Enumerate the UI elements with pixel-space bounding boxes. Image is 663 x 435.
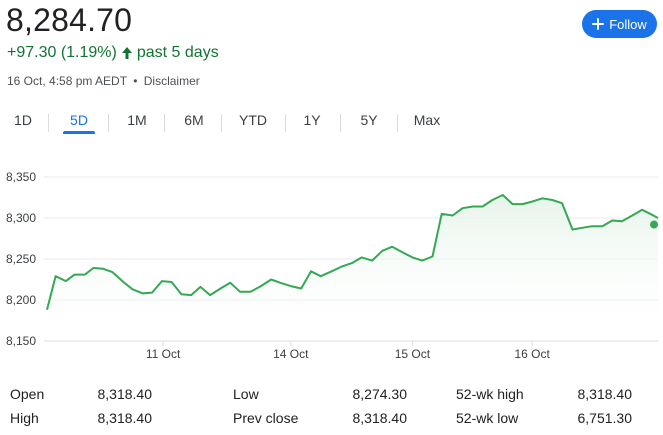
stat-label-low: Low xyxy=(233,386,259,402)
tab-label: 1Y xyxy=(303,112,321,128)
y-tick-label: 8,350 xyxy=(6,170,36,184)
stat-value-prev-close: 8,318.40 xyxy=(352,410,408,426)
tab-5y[interactable]: 5Y xyxy=(357,106,381,134)
chart-last-point xyxy=(650,220,658,229)
tab-1d[interactable]: 1D xyxy=(10,106,36,134)
disclaimer-link[interactable]: Disclaimer xyxy=(143,74,200,88)
tab-label: 5D xyxy=(70,112,88,128)
tab-divider xyxy=(164,114,165,132)
follow-button-label: Follow xyxy=(609,16,647,32)
tab-label: Max xyxy=(413,112,441,128)
tab-divider xyxy=(221,114,222,132)
meta-separator: • xyxy=(133,74,138,88)
stat-label-52wk-low: 52-wk low xyxy=(456,410,519,426)
chart-line xyxy=(46,194,659,311)
plus-icon xyxy=(592,18,605,30)
stat-label-high: High xyxy=(10,410,39,426)
x-tick-label: 11 Oct xyxy=(146,347,181,361)
tab-6m[interactable]: 6M xyxy=(180,106,208,134)
tab-divider xyxy=(285,114,286,132)
price-chart[interactable]: 8,350 8,300 8,250 8,200 8,150 11 Oct 14 Oct 15… xyxy=(0,150,663,370)
arrow-up-icon xyxy=(121,46,133,60)
tab-max[interactable]: Max xyxy=(411,106,443,134)
tab-label: 1D xyxy=(14,112,32,128)
stat-label-open: Open xyxy=(10,386,45,402)
y-tick-label: 8,200 xyxy=(6,293,36,307)
stat-value-52wk-high: 8,318.40 xyxy=(577,386,633,402)
tab-divider xyxy=(48,114,49,132)
x-tick-label: 16 Oct xyxy=(514,347,550,361)
tab-1y[interactable]: 1Y xyxy=(300,106,324,134)
quote-price: 8,284.70 xyxy=(6,2,133,38)
quote-change-row: +97.30 (1.19%) past 5 days xyxy=(7,44,219,62)
chart-area-fill xyxy=(47,195,658,341)
y-tick-label: 8,250 xyxy=(6,252,36,266)
tab-5d[interactable]: 5D xyxy=(63,106,95,134)
stat-label-prev-close: Prev close xyxy=(233,410,299,426)
quote-meta: 16 Oct, 4:58 pm AEDT • Disclaimer xyxy=(7,74,200,88)
stat-value-high: 8,318.40 xyxy=(97,410,153,426)
stat-label-52wk-high: 52-wk high xyxy=(456,386,524,402)
tab-label: 6M xyxy=(184,112,204,128)
stat-value-low: 8,274.30 xyxy=(352,386,408,402)
stat-value-52wk-low: 6,751.30 xyxy=(577,410,633,426)
y-tick-label: 8,150 xyxy=(6,334,36,348)
x-tick-label: 15 Oct xyxy=(395,347,431,361)
tab-label: 5Y xyxy=(360,112,378,128)
quote-period: past 5 days xyxy=(136,44,219,61)
tab-1m[interactable]: 1M xyxy=(124,106,150,134)
range-tabs: 1D 5D 1M 6M YTD 1Y 5Y Max xyxy=(0,106,663,134)
follow-button[interactable]: Follow xyxy=(582,10,657,38)
tab-divider xyxy=(340,114,341,132)
x-tick-label: 14 Oct xyxy=(273,347,309,361)
quote-timestamp: 16 Oct, 4:58 pm AEDT xyxy=(7,74,127,88)
y-tick-label: 8,300 xyxy=(6,211,36,225)
quote-change: +97.30 (1.19%) xyxy=(7,44,117,61)
tab-label: 1M xyxy=(127,112,147,128)
tab-label: YTD xyxy=(239,112,267,128)
tab-divider xyxy=(108,114,109,132)
tab-ytd[interactable]: YTD xyxy=(236,106,270,134)
stat-value-open: 8,318.40 xyxy=(97,386,153,402)
tab-divider xyxy=(397,114,398,132)
